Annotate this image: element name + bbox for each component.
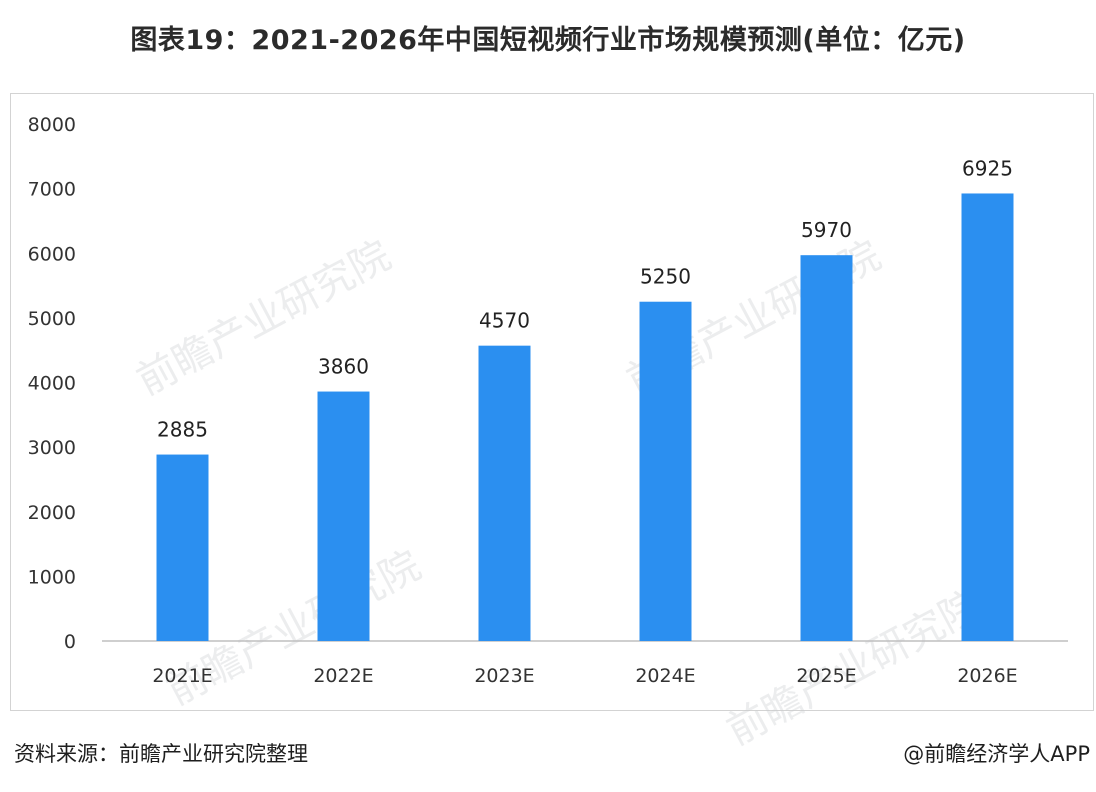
y-tick-label: 3000 [28,437,76,459]
bar [478,345,531,641]
x-tick-label: 2025E [796,665,856,687]
y-tick-label: 0 [64,631,76,653]
y-tick-label: 7000 [28,179,76,201]
x-tick-label: 2026E [957,665,1017,687]
x-tick-label: 2023E [474,665,534,687]
data-label: 5250 [640,265,691,289]
y-tick-label: 8000 [28,114,76,136]
data-label: 3860 [318,355,369,379]
data-label: 5970 [801,218,852,242]
credit-note: @前瞻经济学人APP [903,742,1090,766]
data-label: 4570 [479,309,530,333]
y-tick-label: 4000 [28,373,76,395]
y-tick-label: 1000 [28,566,76,588]
watermark-text: 前瞻产业研究院 [129,232,398,404]
y-tick-label: 6000 [28,243,76,265]
data-label: 2885 [157,418,208,442]
chart-title: 图表19：2021-2026年中国短视频行业市场规模预测(单位：亿元) [130,25,966,56]
y-tick-label: 5000 [28,308,76,330]
bar [317,391,370,641]
x-tick-label: 2022E [313,665,373,687]
bar [639,301,692,641]
x-tick-label: 2021E [152,665,212,687]
bar [800,255,853,641]
source-note: 资料来源：前瞻产业研究院整理 [14,742,308,766]
data-label: 6925 [962,156,1013,180]
bar [156,454,209,641]
y-tick-label: 2000 [28,502,76,524]
bar [961,193,1014,642]
x-tick-label: 2024E [635,665,695,687]
